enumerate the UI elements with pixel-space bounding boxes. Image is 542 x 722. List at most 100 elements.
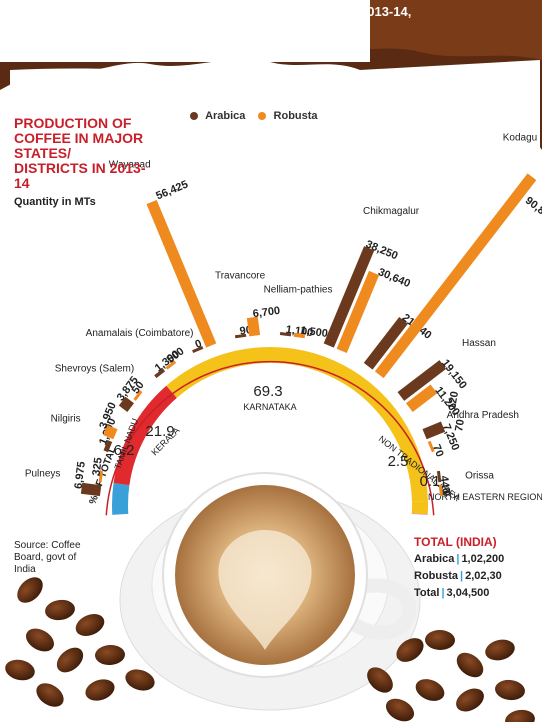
coffee-bean bbox=[17, 577, 43, 603]
coffee-bean bbox=[505, 709, 535, 722]
district-label: Wayanad bbox=[109, 160, 151, 171]
bar-value-label: 56,425 bbox=[154, 178, 190, 202]
coffee-bean bbox=[396, 638, 424, 662]
bar-value-label: 1,100 bbox=[285, 324, 314, 340]
totals-row-arabica: Arabica | 1,02,200 bbox=[414, 553, 505, 565]
share-value-label: 69.3 bbox=[253, 383, 282, 400]
bar-value-label: 30,640 bbox=[376, 266, 412, 290]
bar-value-label: 50 bbox=[130, 379, 147, 396]
bar-arabica bbox=[80, 482, 102, 497]
bar-value-label: 6,975 bbox=[73, 461, 88, 490]
coffee-bean bbox=[36, 683, 64, 707]
bar-robusta bbox=[98, 470, 104, 483]
coffee-bean bbox=[45, 599, 75, 621]
legend: Arabica Robusta bbox=[180, 110, 318, 122]
share-region-label: KARNATAKA bbox=[243, 402, 296, 412]
bar-baseline-ring bbox=[105, 360, 435, 516]
coffee-bean bbox=[95, 644, 125, 666]
district-label: Andhra Pradesh bbox=[447, 410, 519, 421]
share-arc-segment bbox=[166, 347, 428, 502]
bar-value-label: 70 bbox=[430, 443, 446, 459]
coffee-bean bbox=[56, 647, 84, 673]
legend-arabica-swatch bbox=[190, 112, 198, 121]
coffee-bean bbox=[456, 652, 484, 678]
bar-value-label: 325 bbox=[90, 457, 104, 477]
ne-robusta-value: 70 bbox=[453, 418, 467, 432]
bar-arabica bbox=[154, 368, 166, 379]
bar-robusta bbox=[336, 270, 380, 353]
legend-robusta-label: Robusta bbox=[273, 110, 318, 123]
bar-arabica bbox=[279, 331, 292, 337]
district-label: Anamalais (Coimbatore) bbox=[86, 328, 194, 339]
cup-handle bbox=[344, 578, 417, 640]
bar-robusta bbox=[427, 440, 435, 453]
bar-arabica bbox=[397, 360, 447, 401]
bar-robusta bbox=[406, 384, 438, 412]
coffee-bean bbox=[75, 614, 105, 636]
district-group: 6,975 325 Pulneys bbox=[25, 457, 105, 497]
chart-subtitle: Quantity in MTs bbox=[14, 196, 96, 208]
source-note: Source: Coffee Board, govt of India bbox=[14, 540, 81, 575]
totals-box: TOTAL (INDIA) Arabica | 1,02,200 Robusta | 2… bbox=[414, 534, 504, 602]
header-fragment: 2013-14, bbox=[360, 4, 412, 19]
district-label: Shevroys (Salem) bbox=[55, 363, 134, 374]
bar-robusta bbox=[146, 199, 217, 348]
share-region-label: NORTH EASTERN REGION bbox=[428, 492, 542, 502]
header-panel bbox=[0, 0, 370, 62]
bar-robusta bbox=[165, 360, 177, 370]
bar-arabica bbox=[118, 396, 134, 412]
bar-robusta bbox=[374, 173, 537, 379]
legend-arabica-label: Arabica bbox=[205, 110, 246, 123]
bar-value-label: 90,820 bbox=[523, 195, 542, 225]
bar-arabica bbox=[323, 246, 375, 348]
totals-value: 2,02,30 bbox=[465, 570, 502, 582]
district-label: Pulneys bbox=[25, 468, 61, 479]
bar-value-label: 0 bbox=[193, 338, 203, 351]
totals-label: Arabica bbox=[414, 553, 455, 565]
chart-title: PRODUCTION OF COFFEE IN MAJOR STATES/ DI… bbox=[14, 115, 146, 191]
totals-heading: TOTAL (INDIA) bbox=[414, 535, 497, 549]
totals-row-robusta: Robusta | 2,02,30 bbox=[414, 570, 502, 582]
coffee-bean bbox=[125, 669, 155, 691]
coffee-bean bbox=[456, 688, 484, 712]
bar-arabica bbox=[234, 333, 247, 339]
coffee-bean bbox=[26, 628, 54, 652]
coffee-bean bbox=[367, 667, 393, 693]
bar-arabica bbox=[363, 316, 408, 370]
district-label: Hassan bbox=[462, 338, 496, 349]
totals-row-total: Total | 3,04,500 bbox=[414, 587, 490, 599]
bar-robusta bbox=[293, 332, 306, 339]
latte-art bbox=[218, 530, 312, 650]
totals-label: Robusta bbox=[414, 570, 458, 582]
bar-arabica bbox=[436, 470, 442, 483]
share-value-label: 2.5 bbox=[388, 453, 409, 470]
share-value-label: 6.2 bbox=[114, 442, 135, 459]
bar-value-label: 1,500 bbox=[300, 325, 329, 341]
bar-robusta bbox=[103, 424, 118, 440]
bar-value-label: 0 bbox=[439, 489, 452, 497]
ne-arabica-value: 120 bbox=[446, 390, 461, 410]
bar-arabica bbox=[192, 345, 204, 353]
share-arc-segment bbox=[113, 385, 177, 486]
totals-value: 1,02,200 bbox=[461, 553, 505, 565]
coffee-bean bbox=[495, 679, 525, 701]
legend-robusta-swatch bbox=[258, 112, 267, 121]
bar-arabica bbox=[422, 421, 446, 440]
totals-value: 3,04,500 bbox=[446, 587, 490, 599]
coffee-bean bbox=[385, 698, 415, 722]
district-label: Travancore bbox=[215, 271, 266, 282]
coffee-bean bbox=[5, 659, 35, 681]
totals-label: Total bbox=[414, 587, 440, 599]
share-arc-segment bbox=[112, 482, 130, 515]
district-label: Orissa bbox=[465, 471, 494, 482]
